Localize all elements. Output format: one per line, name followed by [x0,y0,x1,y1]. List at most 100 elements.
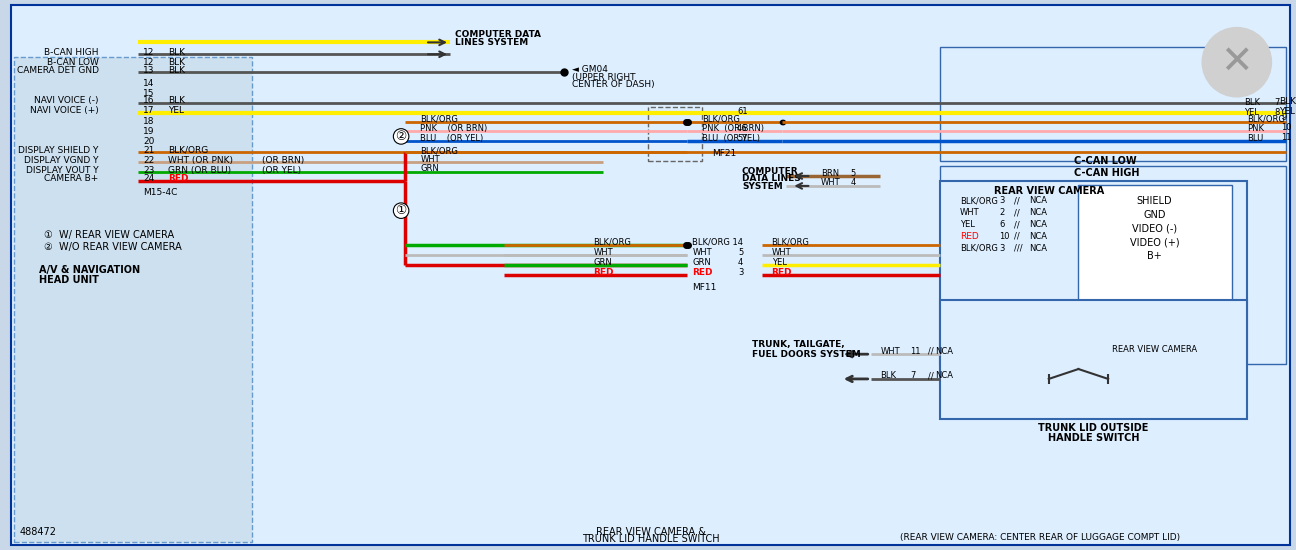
Text: BLK: BLK [167,48,185,57]
Text: 19: 19 [143,127,154,136]
Text: 3: 3 [737,267,744,277]
Text: WHT: WHT [880,346,901,356]
Text: ②: ② [395,130,407,143]
Text: BLK/ORG: BLK/ORG [702,114,740,123]
Text: BLK: BLK [167,58,185,67]
Text: BLK: BLK [1279,97,1296,106]
Bar [14,57,251,542]
Text: COMPUTER: COMPUTER [741,167,798,175]
Text: 5: 5 [850,168,857,178]
Text: CAMERA DET GND: CAMERA DET GND [17,65,98,75]
Bar [648,107,702,161]
Text: BLK/ORG: BLK/ORG [959,244,998,253]
Text: BLK/ORG: BLK/ORG [167,146,209,155]
Text: NCA: NCA [1029,244,1047,253]
Text: 11: 11 [1282,133,1292,142]
Text: VIDEO (-): VIDEO (-) [1133,223,1177,234]
Text: 15: 15 [143,89,154,98]
Text: BLK: BLK [167,96,185,105]
Text: B+: B+ [1147,251,1163,261]
Text: BLK: BLK [880,371,897,381]
Text: RED: RED [692,267,713,277]
Text: B-CAN HIGH: B-CAN HIGH [44,48,98,57]
Text: 10: 10 [1282,123,1292,132]
Text: MF11: MF11 [692,283,717,293]
Text: WHT (OR PNK): WHT (OR PNK) [167,156,233,164]
Text: BLK/ORG: BLK/ORG [420,147,457,156]
Text: BLK: BLK [167,65,185,75]
Text: 22: 22 [143,156,154,164]
Text: NCA: NCA [934,371,953,381]
Text: WHT: WHT [692,248,712,257]
Text: 24: 24 [143,174,154,184]
Text: RED: RED [771,267,792,277]
Text: TRUNK, TAILGATE,: TRUNK, TAILGATE, [752,340,845,349]
Text: BLU: BLU [1247,134,1264,143]
Text: 10: 10 [999,232,1010,241]
Text: DISPLAY SHIELD Y: DISPLAY SHIELD Y [18,146,98,155]
Text: NCA: NCA [1029,220,1047,229]
Text: PNK: PNK [1247,124,1264,133]
Text: 61: 61 [737,107,748,116]
Text: REAR VIEW CAMERA: REAR VIEW CAMERA [1112,345,1198,354]
Text: 17: 17 [143,106,154,115]
Bar [940,166,1287,364]
Bar [1078,185,1232,332]
Text: GRN: GRN [594,257,612,267]
Text: 7: 7 [910,371,915,381]
Text: RED: RED [594,267,614,277]
Text: ◄ GM04: ◄ GM04 [572,64,608,74]
Text: //: // [1013,220,1020,229]
Text: TRUNK LID HANDLE SWITCH: TRUNK LID HANDLE SWITCH [582,534,719,544]
Text: //: // [928,371,933,381]
Text: C-CAN HIGH: C-CAN HIGH [1073,168,1139,178]
Text: REAR VIEW CAMERA &: REAR VIEW CAMERA & [596,527,706,537]
Text: BLK/ORG: BLK/ORG [1247,114,1284,123]
Text: DATA LINES: DATA LINES [741,174,801,184]
Text: //: // [1013,196,1020,205]
Text: BLK/ORG: BLK/ORG [594,238,631,247]
Text: FUEL DOORS SYSTEM: FUEL DOORS SYSTEM [752,350,861,359]
Text: GND: GND [1143,210,1166,219]
Text: BLU    (OR YEL): BLU (OR YEL) [420,134,483,143]
Text: PNK  (OR BRN): PNK (OR BRN) [702,124,765,133]
Text: YEL: YEL [167,106,184,115]
Text: 5: 5 [737,248,743,257]
Text: SYSTEM: SYSTEM [741,183,783,191]
Text: MF21: MF21 [713,148,736,158]
Text: YEL: YEL [959,220,975,229]
Text: ✕: ✕ [1221,43,1253,81]
Text: BLK/ORG: BLK/ORG [771,238,810,247]
Text: 16: 16 [143,96,154,105]
Text: TRUNK LID OUTSIDE: TRUNK LID OUTSIDE [1038,424,1148,433]
Text: ①: ① [395,204,407,217]
Text: 4: 4 [737,257,743,267]
Text: 7: 7 [1274,98,1280,107]
Text: M15-4C: M15-4C [143,188,178,197]
Text: (OR BRN): (OR BRN) [262,156,305,164]
Text: NCA: NCA [1029,232,1047,241]
Text: 488472: 488472 [19,527,56,537]
Text: NCA: NCA [934,346,953,356]
Text: NAVI VOICE (+): NAVI VOICE (+) [30,106,98,115]
Text: 2: 2 [999,208,1004,217]
Text: C-CAN LOW: C-CAN LOW [1073,156,1137,166]
Text: BLK: BLK [1244,98,1260,107]
Text: 14: 14 [143,79,154,89]
Text: REAR VIEW CAMERA: REAR VIEW CAMERA [994,186,1104,196]
Text: 4: 4 [850,178,857,188]
Text: BRN: BRN [822,168,840,178]
Text: 11: 11 [910,346,920,356]
Text: 18: 18 [143,117,154,126]
Text: ②  W/O REAR VIEW CAMERA: ② W/O REAR VIEW CAMERA [44,243,181,252]
Text: A/V & NAVIGATION: A/V & NAVIGATION [39,265,140,275]
Text: YEL: YEL [1279,107,1296,116]
Text: 12: 12 [143,58,154,67]
Text: 13: 13 [143,65,154,75]
Text: 57: 57 [737,134,748,143]
Text: WHT: WHT [822,178,841,188]
Text: B-CAN LOW: B-CAN LOW [47,58,98,67]
Text: 3: 3 [999,244,1004,253]
Circle shape [1203,28,1271,97]
Bar [940,181,1247,364]
